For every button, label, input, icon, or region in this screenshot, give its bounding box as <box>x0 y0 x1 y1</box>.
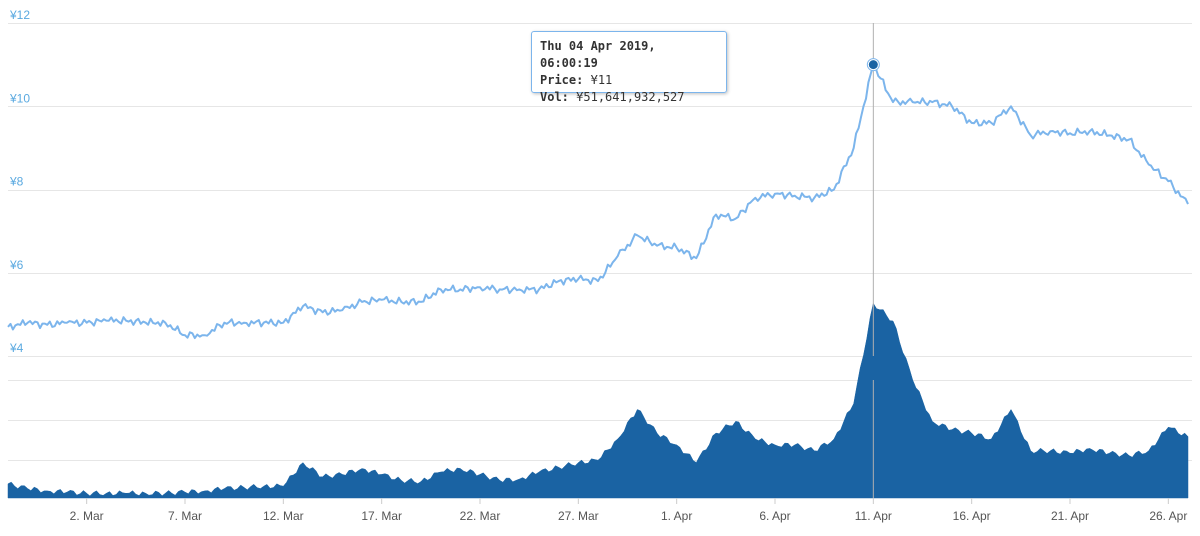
y-tick-label: ¥12 <box>9 8 30 22</box>
tooltip-vol-row: Vol: ¥51,641,932,527 <box>540 89 718 106</box>
y-axis-labels: ¥12 ¥10 ¥8 ¥6 ¥4 <box>9 8 30 355</box>
y-tick-label: ¥10 <box>9 91 30 105</box>
tooltip-vol-label: Vol: <box>540 90 569 104</box>
hover-marker <box>866 58 880 72</box>
x-tick-label: 2. Mar <box>70 509 104 523</box>
volume-area-series <box>7 302 1189 499</box>
tooltip-vol-value: ¥51,641,932,527 <box>576 90 685 104</box>
x-tick-label: 12. Mar <box>263 509 304 523</box>
volume-area <box>7 302 1189 499</box>
x-tick-label: 21. Apr <box>1051 509 1089 523</box>
x-tick-label: 11. Apr <box>855 509 892 523</box>
y-tick-label: ¥8 <box>9 175 24 189</box>
x-tick-label: 16. Apr <box>953 509 991 523</box>
tooltip-price-value: ¥11 <box>590 73 613 87</box>
hover-marker-dot <box>868 60 878 70</box>
x-tick-label: 7. Mar <box>168 509 202 523</box>
price-gridlines <box>8 23 1192 357</box>
tooltip-date: Thu 04 Apr 2019, 06:00:19 <box>540 39 656 70</box>
y-tick-label: ¥6 <box>9 258 24 272</box>
x-tick-label: 22. Mar <box>460 509 501 523</box>
x-axis-labels: 2. Mar 7. Mar 12. Mar 17. Mar 22. Mar 27. Mar… <box>70 498 1187 523</box>
price-line <box>7 63 1189 340</box>
tooltip-price-label: Price: <box>540 73 584 87</box>
tooltip-price-row: Price: ¥11 <box>540 72 718 89</box>
x-tick-label: 26. Apr <box>1149 509 1187 523</box>
x-tick-label: 17. Mar <box>361 509 402 523</box>
price-line-series <box>7 63 1189 340</box>
y-tick-label: ¥4 <box>9 341 24 355</box>
x-tick-label: 27. Mar <box>558 509 599 523</box>
tooltip: Thu 04 Apr 2019, 06:00:19 Price: ¥11 Vol… <box>531 31 727 104</box>
x-tick-label: 6. Apr <box>759 509 790 523</box>
x-tick-label: 1. Apr <box>661 509 692 523</box>
